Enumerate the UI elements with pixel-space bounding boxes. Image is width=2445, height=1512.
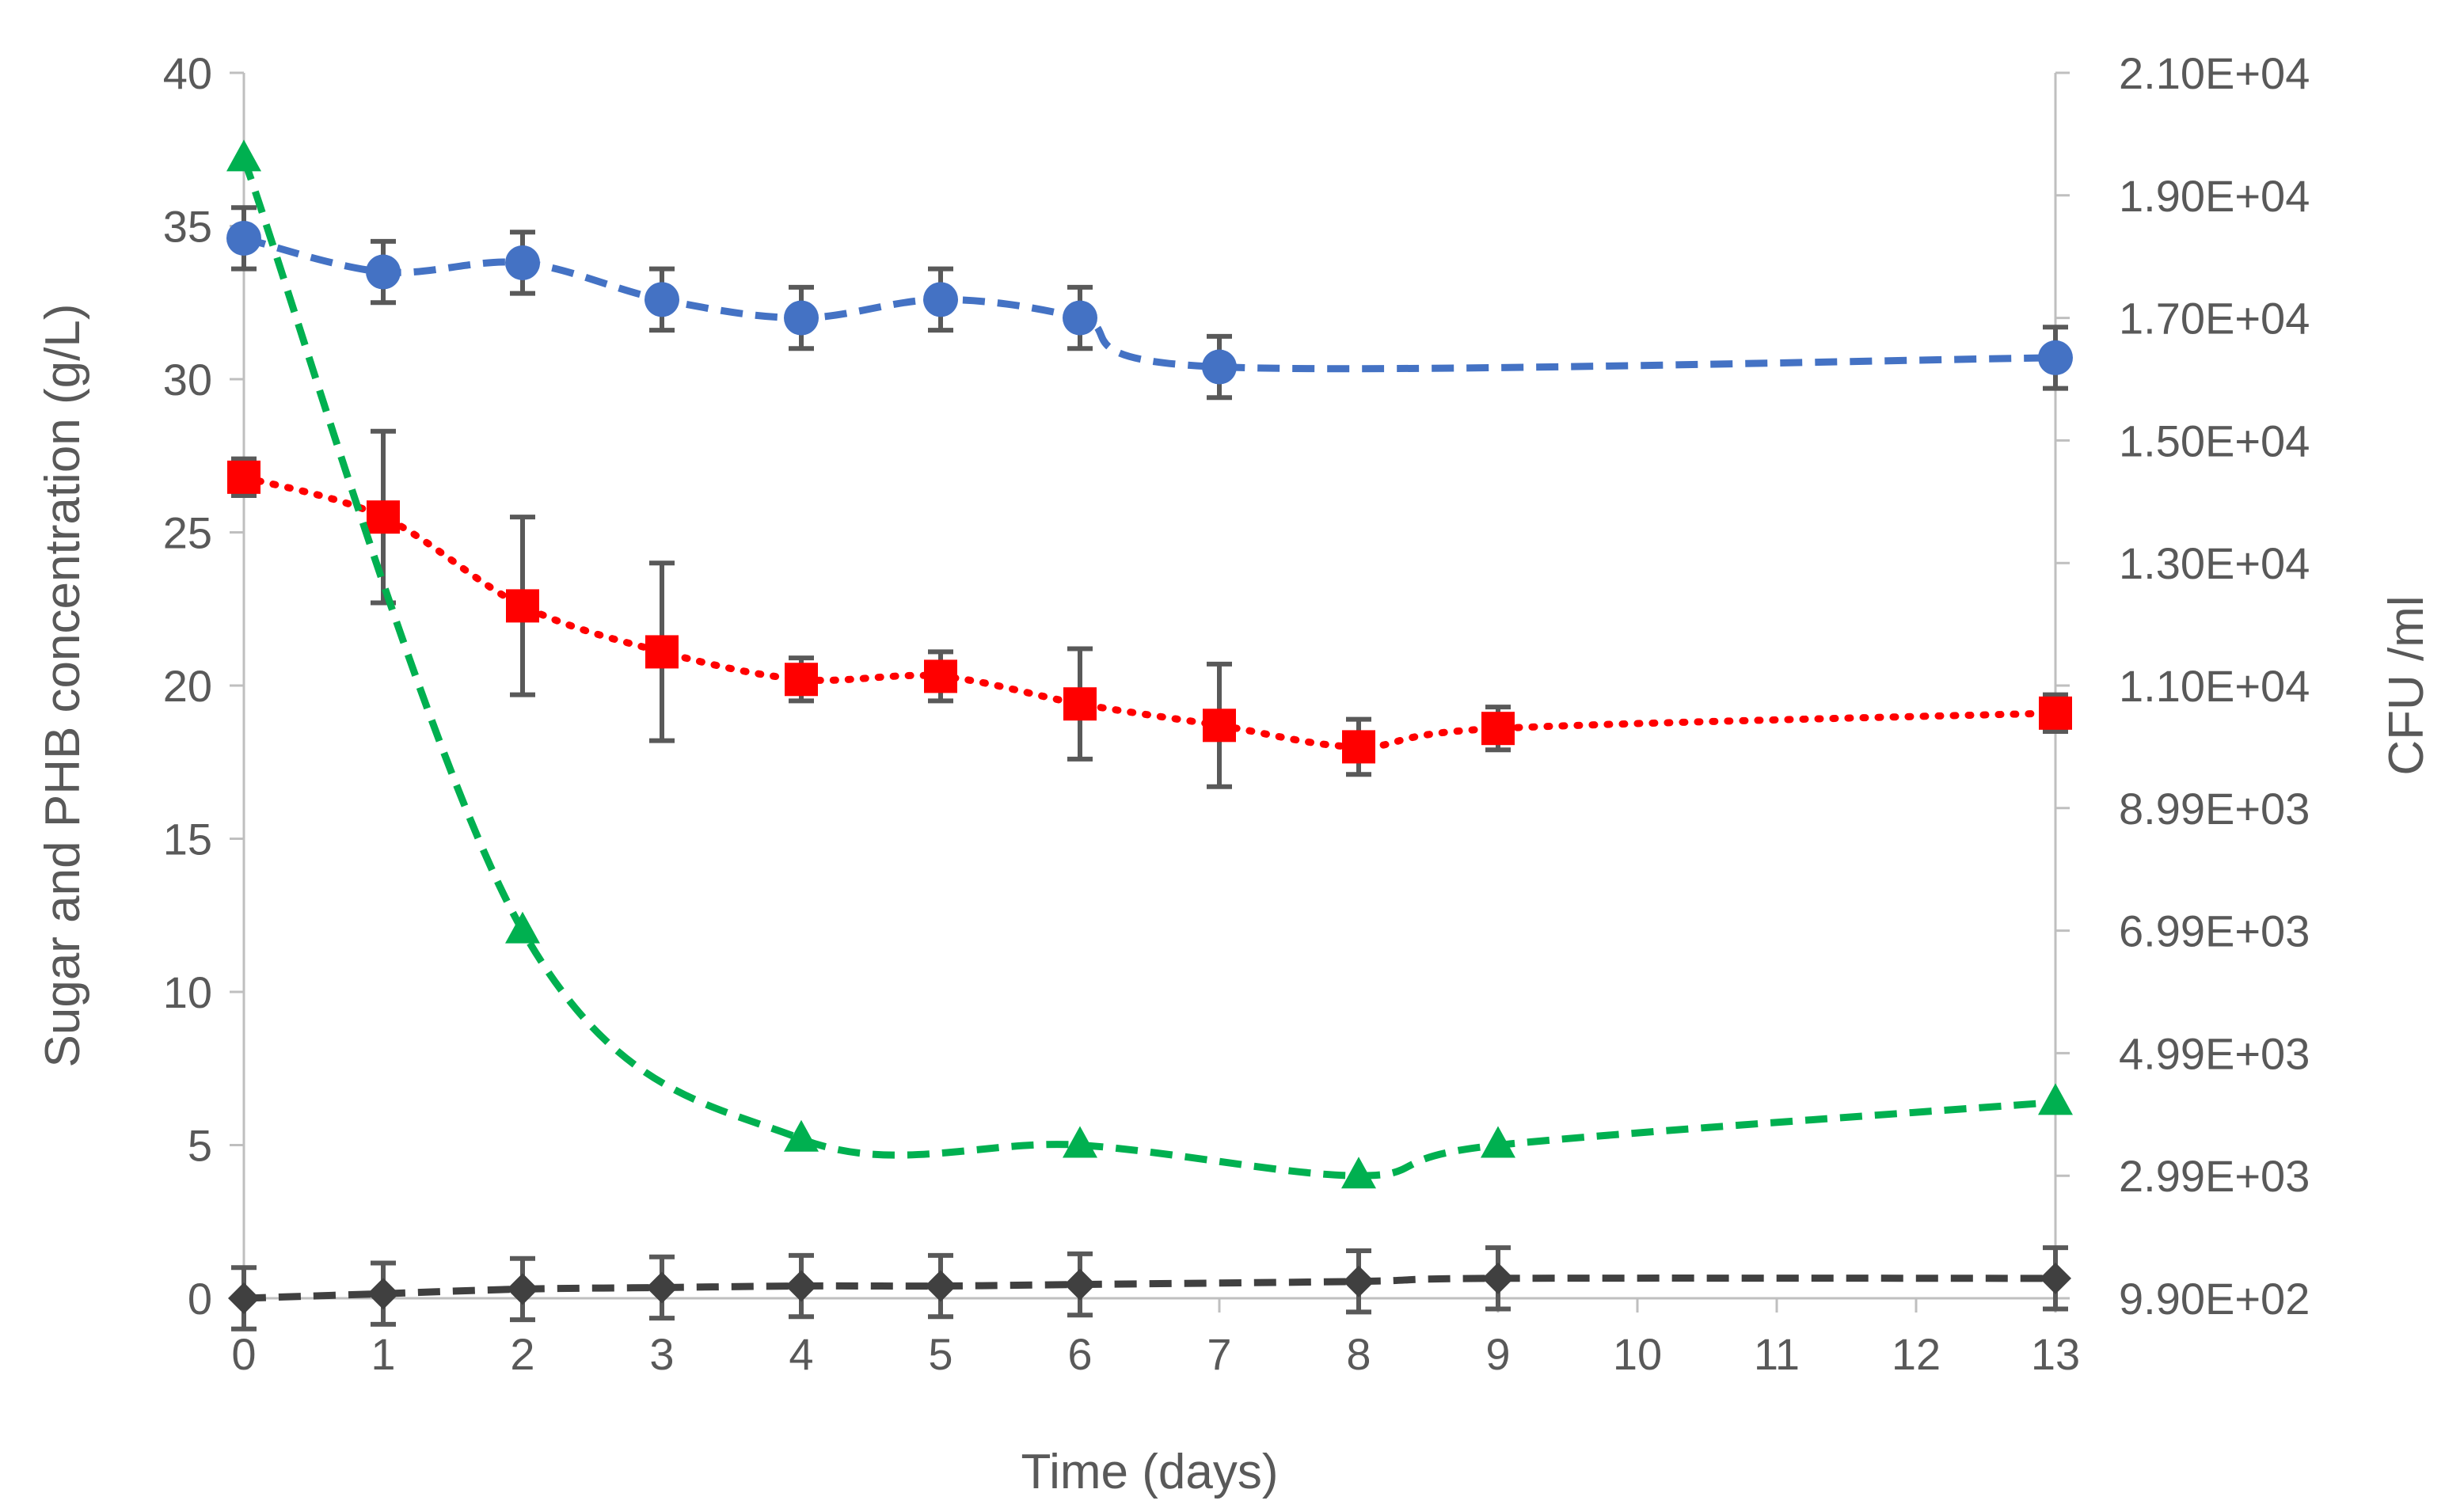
- x-tick-label: 6: [1067, 1329, 1092, 1379]
- x-tick-label: 2: [510, 1329, 534, 1379]
- series-blue-circles: [226, 205, 2073, 401]
- series-red-squares: [227, 428, 2072, 789]
- data-point: [228, 1282, 260, 1314]
- data-point: [1063, 687, 1097, 721]
- y2-tick-labels: 9.90E+02 2.99E+03 4.99E+03 6.99E+03 8.99E+03…: [2119, 48, 2310, 1324]
- data-point: [646, 1271, 678, 1304]
- data-point: [1063, 1126, 1097, 1158]
- data-point: [1063, 300, 1097, 336]
- data-point: [784, 1119, 819, 1152]
- series-line: [242, 234, 2056, 373]
- y2-tick-label: 1.10E+04: [2119, 661, 2310, 711]
- data-point: [784, 300, 819, 336]
- y2-tick-label: 8.99E+03: [2119, 784, 2310, 834]
- data-point: [645, 635, 679, 669]
- data-point: [507, 1273, 538, 1305]
- y2-tick-label: 2.99E+03: [2119, 1151, 2310, 1201]
- data-point: [1481, 1126, 1515, 1158]
- data-point: [367, 1278, 399, 1310]
- data-point: [1064, 1268, 1096, 1301]
- y-tick-label: 30: [163, 355, 212, 405]
- y-tick-labels: 0 5 10 15 20 25 30 35 40: [163, 48, 212, 1324]
- x-tick-label: 13: [2031, 1329, 2080, 1379]
- series-line: [240, 157, 2056, 1180]
- data-point: [925, 1270, 956, 1302]
- data-point: [226, 220, 261, 256]
- x-tick-label: 4: [789, 1329, 813, 1379]
- data-point: [2038, 1083, 2073, 1115]
- data-point: [1202, 349, 1237, 385]
- y2-tick-label: 1.50E+04: [2119, 416, 2310, 465]
- x-tick-label: 3: [649, 1329, 674, 1379]
- data-point: [366, 254, 401, 290]
- y2-tick-label: 1.90E+04: [2119, 171, 2310, 221]
- data-point: [924, 659, 957, 693]
- data-point: [645, 282, 679, 317]
- y2-tick-label: 2.10E+04: [2119, 48, 2310, 98]
- x-tick-label: 5: [928, 1329, 953, 1379]
- y2-tick-label: 9.90E+02: [2119, 1274, 2310, 1324]
- data-point: [2039, 696, 2072, 730]
- data-point: [1203, 709, 1236, 743]
- x-axis-title: Time (days): [1021, 1445, 1279, 1499]
- data-point: [1343, 1265, 1375, 1297]
- x-tick-label: 7: [1207, 1329, 1231, 1379]
- y-tick-label: 0: [188, 1274, 212, 1324]
- data-point: [1481, 712, 1515, 746]
- data-point: [227, 460, 260, 494]
- x-tick-label: 11: [1754, 1329, 1800, 1379]
- y-tick-label: 10: [163, 967, 212, 1017]
- data-point: [2040, 1262, 2071, 1294]
- data-point: [2038, 340, 2073, 375]
- data-point: [505, 911, 540, 944]
- data-point: [785, 663, 818, 697]
- data-point: [367, 500, 400, 534]
- data-point: [785, 1270, 817, 1302]
- x-tick-label: 12: [1892, 1329, 1941, 1379]
- data-point: [923, 282, 958, 317]
- data-point: [1341, 1157, 1376, 1189]
- y2-axis-title: CFU /ml: [2379, 595, 2434, 775]
- y2-tick-label: 4.99E+03: [2119, 1028, 2310, 1078]
- x-tick-label: 10: [1613, 1329, 1662, 1379]
- data-point: [1482, 1262, 1514, 1294]
- y2-tick-label: 1.70E+04: [2119, 294, 2310, 344]
- x-tick-label: 8: [1346, 1329, 1371, 1379]
- x-tick-label: 0: [231, 1329, 256, 1379]
- y-tick-label: 15: [163, 815, 212, 864]
- data-point: [226, 139, 261, 172]
- x-tick-labels: 0 1 2 3 4 5 6 7 8 9 10 11 12 13: [231, 1329, 2080, 1379]
- y-tick-label: 35: [163, 202, 212, 252]
- series-line: [240, 473, 2059, 750]
- y-axis-title: Sugar and PHB concentration (g/L): [36, 304, 90, 1068]
- series-black-diamonds: [228, 1245, 2071, 1332]
- series-green-triangles: [226, 139, 2073, 1189]
- data-point: [1342, 730, 1375, 764]
- y2-tick-label: 1.30E+04: [2119, 538, 2310, 588]
- y2-tick-label: 6.99E+03: [2119, 906, 2310, 956]
- y-tick-label: 20: [163, 661, 212, 711]
- y-tick-label: 40: [163, 48, 212, 98]
- x-tick-label: 9: [1485, 1329, 1510, 1379]
- data-point: [506, 589, 539, 623]
- y-tick-label: 5: [188, 1121, 212, 1171]
- series-layer: [226, 139, 2073, 1332]
- data-point: [505, 245, 540, 280]
- y-tick-label: 25: [163, 508, 212, 558]
- x-tick-label: 1: [371, 1329, 395, 1379]
